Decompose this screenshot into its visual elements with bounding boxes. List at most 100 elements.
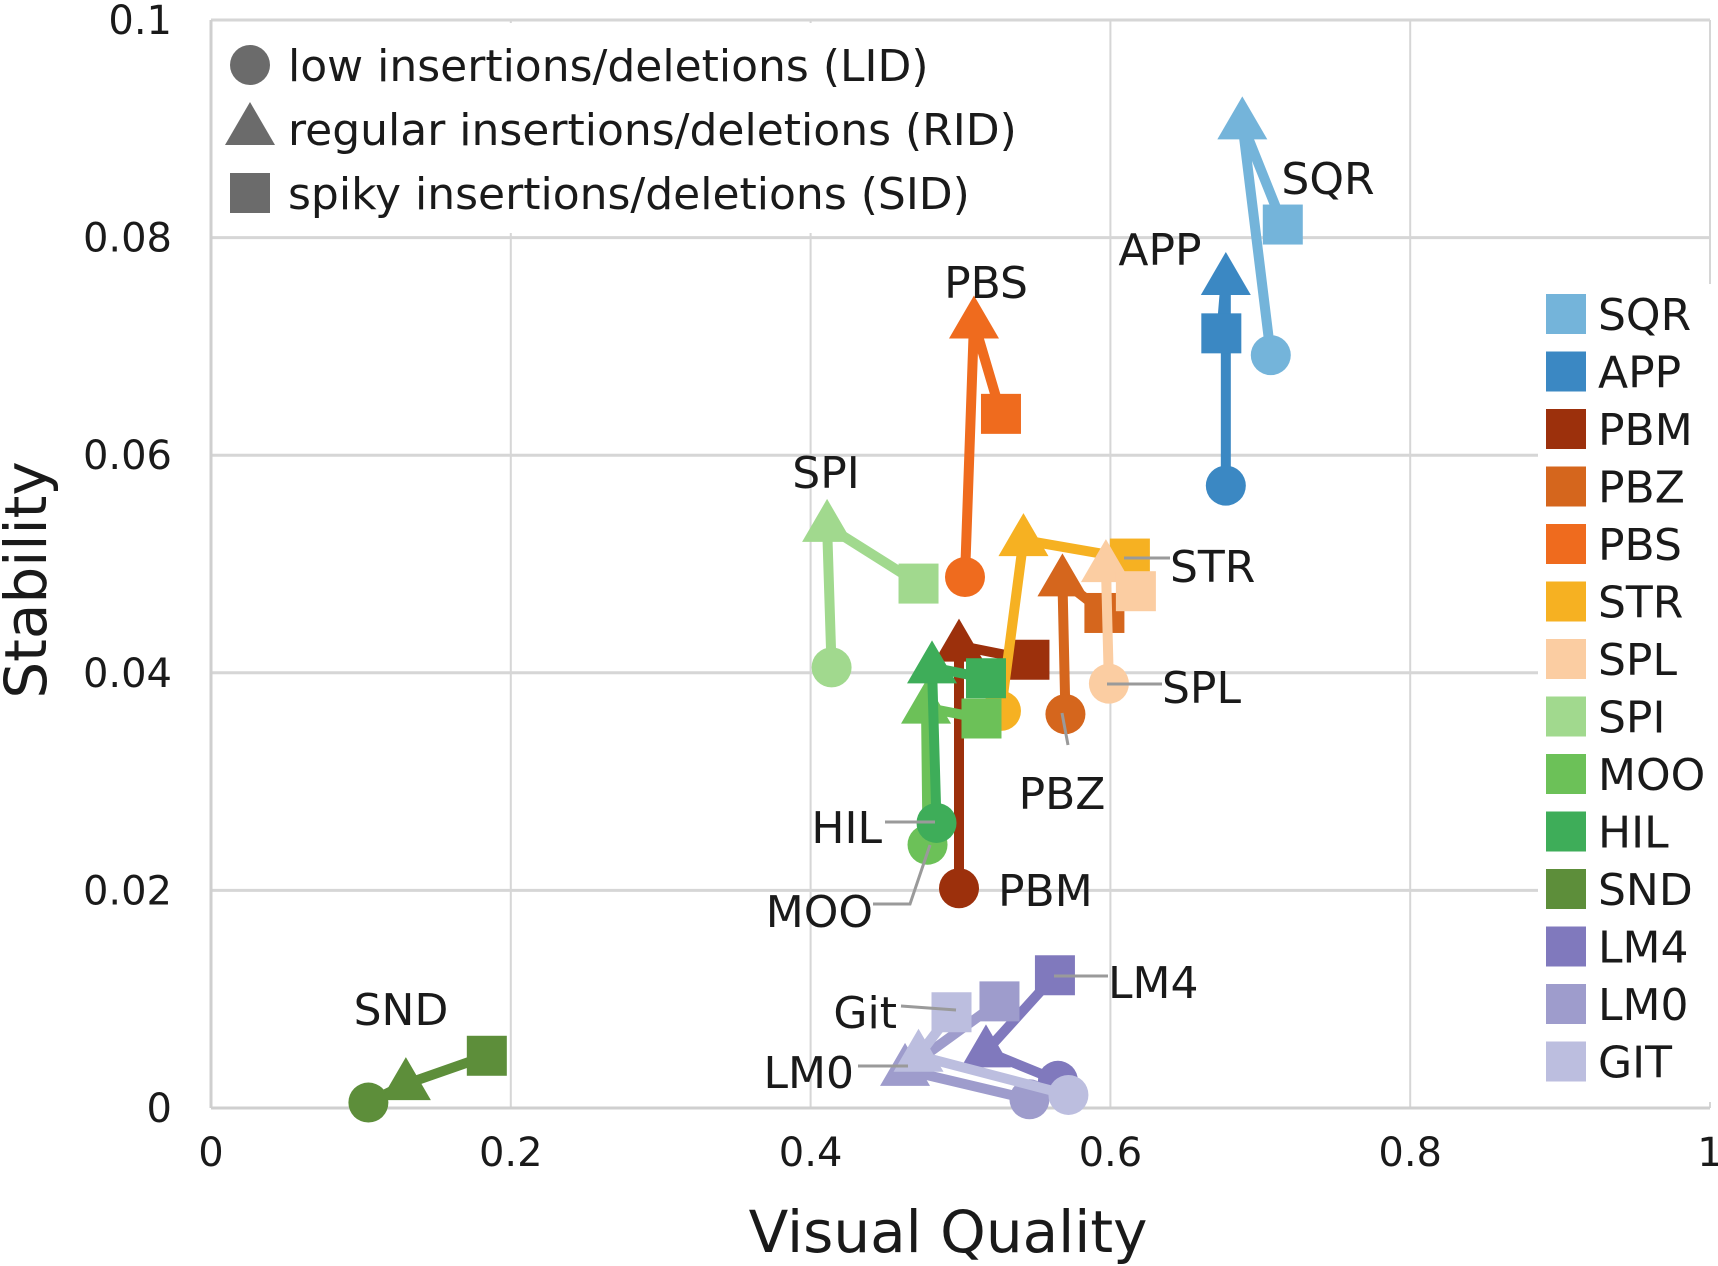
y-tick-label: 0.06	[83, 433, 172, 479]
point-rid	[1037, 553, 1088, 597]
callout-app: APP	[1118, 225, 1201, 276]
callout-snd: SND	[354, 985, 449, 1036]
point-rid	[960, 1024, 1011, 1068]
point-sid	[965, 658, 1006, 699]
point-sid	[466, 1035, 507, 1076]
callout-moo: MOO	[766, 887, 873, 938]
x-axis-title: Visual Quality	[749, 1198, 1148, 1266]
callout-leader	[1060, 712, 1070, 746]
callout-pbs: PBS	[944, 258, 1028, 309]
legend-entry-pbz: PBZ	[1598, 463, 1685, 514]
point-sid	[1115, 571, 1156, 612]
callout-spl: SPL	[1162, 663, 1241, 714]
legend-entry-snd: SND	[1598, 865, 1693, 916]
legend-label-square: spiky insertions/deletions (SID)	[288, 169, 970, 220]
legend-swatch-snd	[1546, 869, 1586, 909]
series-layer	[348, 96, 1303, 1123]
legend-entry-git: GIT	[1598, 1038, 1672, 1089]
legend-entry-moo: MOO	[1598, 750, 1705, 801]
series-moo	[901, 680, 1002, 865]
legend-swatch-pbm	[1546, 409, 1586, 449]
series-line	[1216, 273, 1231, 491]
point-rid	[934, 618, 985, 662]
point-rid	[802, 498, 853, 542]
y-tick-label: 0.04	[83, 651, 172, 697]
legend-entry-spl: SPL	[1598, 635, 1677, 686]
series-pbs	[944, 295, 1021, 598]
y-tick-label: 0.1	[108, 0, 172, 44]
point-rid	[907, 640, 958, 684]
series-git	[893, 992, 1089, 1115]
legend-swatch-app	[1546, 351, 1586, 392]
legend-entry-sqr: SQR	[1598, 290, 1691, 341]
point-sid	[898, 563, 939, 604]
callout-spi: SPI	[792, 448, 859, 499]
series-sqr	[1217, 96, 1303, 376]
point-rid	[1217, 96, 1268, 140]
x-tick-label: 0	[198, 1130, 223, 1176]
legend-label-triangle: regular insertions/deletions (RID)	[288, 105, 1017, 156]
legend-swatch-spi	[1546, 696, 1586, 737]
series-line	[959, 317, 1006, 583]
point-rid	[380, 1057, 431, 1101]
legend-marker-circle	[230, 45, 270, 85]
legend-entry-pbm: PBM	[1598, 405, 1693, 456]
point-sid	[1009, 639, 1050, 680]
legend-swatch-git	[1546, 1041, 1586, 1082]
legend-marker-square	[230, 173, 270, 213]
point-sid	[980, 393, 1021, 434]
callout-pbm: PBM	[998, 866, 1093, 917]
legend-swatch-lm4	[1546, 926, 1586, 967]
series-app	[1200, 251, 1251, 506]
point-rid	[893, 1028, 944, 1072]
point-lid	[944, 557, 985, 598]
y-tick-label: 0.08	[83, 216, 172, 262]
point-lid	[939, 868, 980, 909]
point-lid	[811, 647, 852, 688]
callout-leader	[873, 844, 932, 906]
point-sid	[961, 698, 1002, 739]
callout-leader	[900, 1004, 957, 1012]
point-rid	[1200, 251, 1251, 295]
y-tick-label: 0.02	[83, 868, 172, 914]
legend-swatch-str	[1546, 581, 1586, 622]
legend-label-circle: low insertions/deletions (LID)	[288, 41, 929, 92]
callout-pbz: PBZ	[1019, 769, 1106, 820]
callout-hil: HIL	[811, 803, 882, 854]
legend-swatch-lm0	[1546, 984, 1586, 1024]
x-tick-label: 0.6	[1079, 1130, 1143, 1176]
x-tick-label: 0.2	[479, 1130, 543, 1176]
point-lid	[348, 1082, 389, 1123]
legend-swatch-spl	[1546, 639, 1586, 679]
point-sid	[1262, 204, 1303, 245]
y-axis-title: Stability	[0, 461, 60, 698]
legend-entry-spi: SPI	[1598, 693, 1665, 744]
legend-entry-str: STR	[1598, 578, 1683, 629]
callout-git: Git	[833, 988, 897, 1039]
marker-legend-bg	[214, 23, 974, 233]
color-legend: SQR APP PBM PBZ PBS STR SPL SPI MOO HIL SND LM4 LM0 G…	[1538, 284, 1714, 1102]
legend-entry-app: APP	[1598, 348, 1681, 399]
legend-entry-lm4: LM4	[1598, 923, 1688, 974]
legend-swatch-moo	[1546, 754, 1586, 794]
legend-swatch-sqr	[1546, 294, 1586, 334]
point-lid	[1250, 335, 1291, 376]
callout-str: STR	[1170, 542, 1255, 593]
legend-marker-triangle	[225, 102, 275, 145]
x-tick-label: 0.4	[779, 1130, 843, 1176]
series-spl	[1080, 539, 1156, 704]
point-rid	[948, 295, 999, 339]
point-lid	[1048, 1074, 1089, 1115]
point-lid	[1045, 694, 1086, 735]
legend-swatch-pbz	[1546, 466, 1586, 507]
y-tick-label: 0	[147, 1086, 172, 1132]
marker-legend: low insertions/deletions (LID) regular in…	[214, 23, 1017, 233]
point-rid	[901, 680, 952, 724]
legend-swatch-pbs	[1546, 524, 1586, 564]
series-hil	[907, 640, 1006, 843]
point-sid	[1201, 313, 1242, 354]
callouts: SQR APP PBS SPI STR SPL PBZ HIL MOO PBM SND LM4 Git L…	[354, 154, 1375, 1099]
legend-entry-lm0: LM0	[1598, 980, 1688, 1031]
